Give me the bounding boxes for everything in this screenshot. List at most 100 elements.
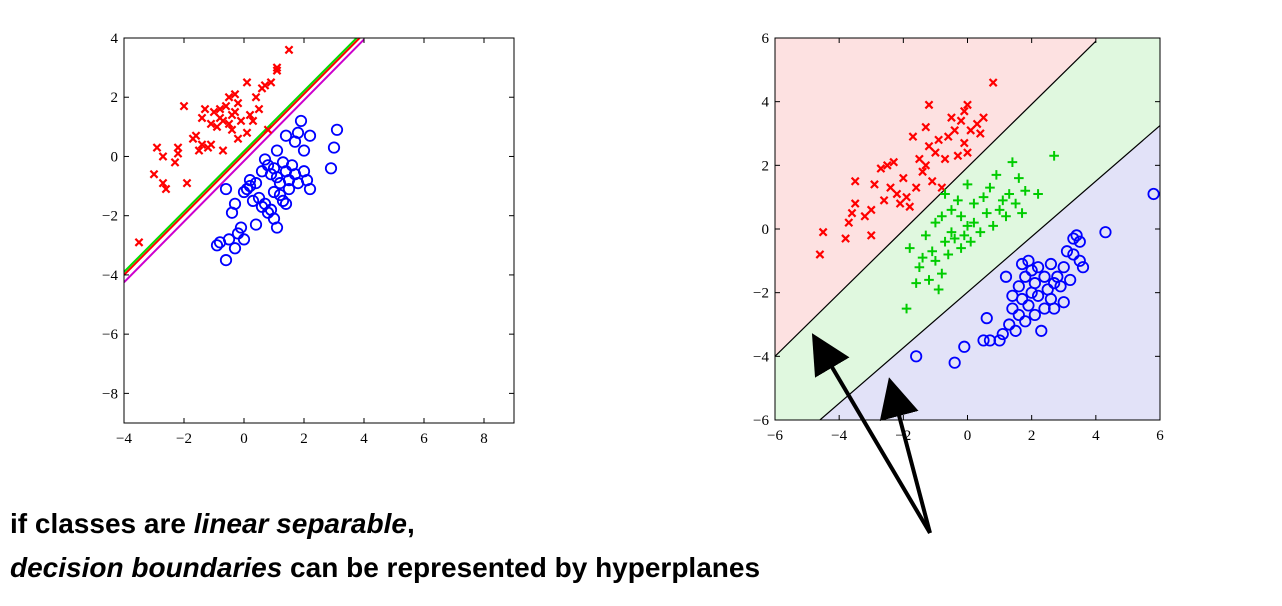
circle-point bbox=[303, 129, 317, 142]
circle-point bbox=[993, 334, 1006, 347]
x-tick-label: 0 bbox=[240, 431, 248, 447]
plus-point bbox=[985, 182, 995, 193]
cross-point bbox=[206, 119, 216, 129]
circle-point bbox=[1073, 254, 1086, 267]
cross-point bbox=[905, 202, 915, 212]
circle-point bbox=[977, 334, 990, 347]
plus-point bbox=[930, 256, 941, 266]
right-data-points bbox=[815, 78, 1160, 369]
circle-point bbox=[1009, 324, 1022, 337]
plus-point bbox=[946, 227, 957, 237]
plus-point bbox=[1014, 173, 1024, 183]
separating-line bbox=[124, 38, 359, 273]
left-axis-ticks: −4 −2 0 2 4 6 8 4 2 0 −2 −4 −6 −8 bbox=[102, 31, 514, 447]
y-tick-label: 4 bbox=[762, 95, 770, 111]
caption-text: , bbox=[406, 508, 415, 539]
right-axis-ticks: −6−4−202466420−2−4−6 bbox=[753, 31, 1164, 444]
circle-point bbox=[228, 242, 242, 255]
circle-point bbox=[210, 239, 224, 252]
x-tick-label: −4 bbox=[116, 431, 132, 447]
right-scatter-chart: −6−4−202466420−2−4−6 bbox=[753, 31, 1164, 444]
circle-point bbox=[1099, 226, 1112, 239]
circle-point bbox=[1147, 187, 1160, 201]
cross-point bbox=[847, 208, 857, 218]
cross-point bbox=[179, 101, 189, 111]
circle-point bbox=[1031, 261, 1045, 274]
cross-point bbox=[263, 125, 273, 135]
cross-point bbox=[979, 113, 988, 122]
circle-point bbox=[910, 350, 923, 363]
circle-point bbox=[246, 194, 260, 207]
cross-point bbox=[227, 125, 237, 135]
x-tick-label: 4 bbox=[1092, 428, 1100, 444]
circle-point bbox=[291, 126, 305, 139]
cross-point bbox=[879, 195, 889, 205]
y-tick-label: −2 bbox=[102, 209, 118, 225]
caption-text: if classes are bbox=[10, 508, 194, 539]
circle-point bbox=[228, 197, 242, 210]
x-tick-label: −4 bbox=[831, 428, 847, 444]
circle-point bbox=[279, 197, 293, 210]
circle-point bbox=[1028, 308, 1041, 322]
y-tick-label: 0 bbox=[762, 222, 770, 238]
x-tick-label: 2 bbox=[1028, 428, 1036, 444]
circle-point bbox=[249, 218, 263, 231]
cross-point bbox=[251, 92, 261, 102]
x-tick-label: 0 bbox=[964, 428, 972, 444]
caption-line-2: decision boundaries can be represented b… bbox=[10, 551, 760, 585]
cross-point bbox=[194, 146, 204, 155]
circle-point bbox=[327, 141, 341, 154]
cross-point bbox=[218, 116, 228, 126]
caption-line-1: if classes are linear separable, bbox=[10, 507, 415, 541]
y-tick-label: 2 bbox=[111, 90, 119, 106]
cross-point bbox=[242, 78, 252, 87]
circle-point bbox=[243, 174, 257, 187]
circle-point bbox=[1025, 264, 1038, 277]
circle-point bbox=[1067, 232, 1080, 245]
cross-point bbox=[850, 199, 860, 208]
caption-emphasis: linear separable bbox=[193, 508, 407, 539]
circle-point bbox=[270, 144, 284, 157]
plus-point bbox=[933, 284, 944, 295]
x-tick-label: 6 bbox=[1156, 428, 1164, 444]
cross-point bbox=[876, 164, 886, 173]
circle-point bbox=[267, 185, 281, 199]
plus-point bbox=[937, 268, 947, 279]
x-tick-label: 8 bbox=[480, 431, 488, 447]
plus-point bbox=[969, 217, 979, 228]
cross-point bbox=[902, 192, 911, 202]
circle-point bbox=[234, 221, 248, 234]
cross-point bbox=[221, 101, 231, 111]
cross-point bbox=[818, 227, 828, 237]
cross-point bbox=[197, 140, 207, 149]
cross-point bbox=[272, 66, 282, 75]
cross-point bbox=[866, 230, 876, 240]
decision-boundary-line bbox=[819, 125, 1160, 420]
cross-point bbox=[254, 104, 264, 114]
y-tick-label: 4 bbox=[111, 31, 119, 47]
circle-point bbox=[279, 129, 293, 142]
plus-point bbox=[965, 236, 976, 247]
cross-point bbox=[158, 152, 168, 161]
cross-point bbox=[233, 98, 243, 108]
plus-point bbox=[1033, 189, 1043, 199]
circle-point bbox=[297, 144, 311, 157]
cross-point bbox=[230, 107, 240, 117]
cross-point bbox=[931, 148, 940, 157]
circle-point bbox=[1048, 302, 1061, 315]
plus-point bbox=[930, 217, 941, 228]
circle-point bbox=[1031, 289, 1045, 302]
cross-point bbox=[895, 199, 905, 208]
plus-point bbox=[994, 205, 1005, 215]
circle-point bbox=[1019, 315, 1032, 328]
cross-point bbox=[988, 78, 998, 87]
cross-point bbox=[815, 250, 825, 259]
decision-region-3 bbox=[775, 125, 1160, 420]
circle-point bbox=[270, 221, 284, 234]
circle-point bbox=[282, 182, 296, 196]
plus-point bbox=[959, 230, 970, 241]
circle-point bbox=[258, 153, 272, 166]
y-tick-label: −4 bbox=[102, 268, 118, 284]
circle-point bbox=[276, 194, 290, 207]
